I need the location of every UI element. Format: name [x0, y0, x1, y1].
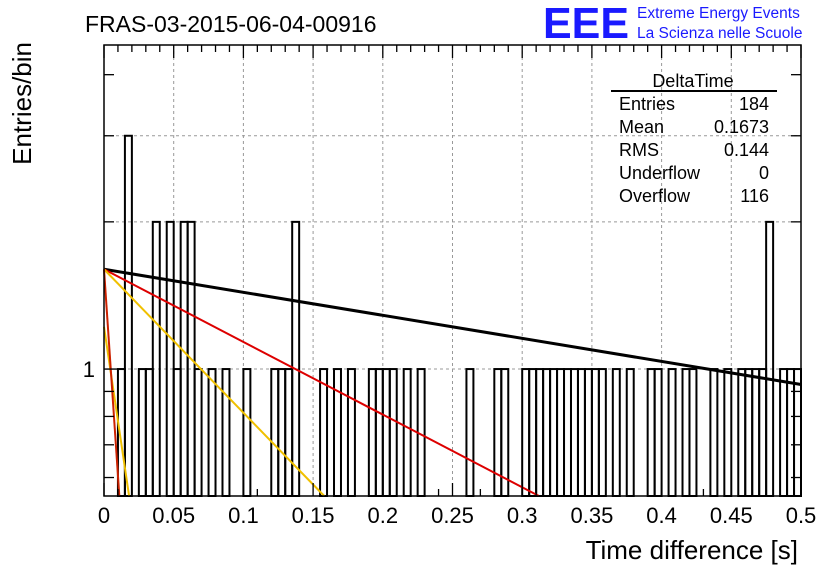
x-tick-label: 0 [98, 503, 110, 528]
histogram-bin [277, 368, 287, 498]
histogram-bin [535, 368, 545, 498]
histogram-bin [646, 368, 656, 498]
histogram-bin [611, 368, 621, 498]
stats-row-label: Mean [619, 117, 664, 137]
histogram-bin [723, 368, 733, 498]
histogram-bin [528, 368, 538, 498]
fit-line [103, 326, 131, 497]
histogram-bin [165, 220, 175, 497]
y-tick-labels: 1 [83, 357, 95, 382]
histogram-bin [388, 368, 398, 498]
eee-logo: EEE [543, 0, 629, 48]
histogram-bin [521, 368, 531, 498]
stats-box: DeltaTime Entries 184 Mean 0.1673 RMS 0.144 Un… [611, 71, 777, 206]
histogram-bin [319, 368, 329, 498]
histogram-bin [765, 220, 775, 497]
y-axis-label: Entries/bin [7, 42, 37, 165]
histogram-bin [123, 134, 133, 497]
histogram-bin [284, 368, 294, 498]
histogram-bin [374, 368, 384, 498]
histogram-bin [144, 368, 154, 498]
histogram-bin [402, 368, 412, 498]
histogram-bin [563, 368, 572, 498]
stats-row-value: 0 [759, 163, 769, 183]
histogram-bin [737, 368, 747, 498]
stats-row-label: Overflow [619, 186, 691, 206]
axis-ticks [103, 45, 802, 496]
y-tick-label: 1 [83, 357, 95, 382]
histogram-bin [151, 220, 161, 497]
fit-line [103, 269, 121, 497]
histogram-bin [681, 368, 691, 498]
x-tick-label: 0.4 [646, 503, 677, 528]
logo-line-2: La Scienza nelle Scuole [637, 25, 802, 42]
stats-row-label: RMS [619, 140, 659, 160]
histogram-bin [221, 368, 231, 498]
x-tick-label: 0.35 [570, 503, 613, 528]
histogram-bin [779, 368, 789, 498]
histogram-bin [576, 368, 586, 498]
x-axis-label: Time difference [s] [586, 535, 798, 565]
fit-line [103, 268, 540, 497]
histogram-bin [172, 368, 182, 498]
fit-line [103, 268, 325, 497]
histogram-bin [367, 368, 377, 498]
histogram-bin [709, 368, 719, 498]
histogram-bin [542, 368, 552, 498]
histogram-bin [381, 368, 391, 498]
stats-title: DeltaTime [652, 71, 733, 91]
histogram-bin [569, 368, 579, 498]
histogram-bin [744, 368, 754, 498]
histogram-bin [291, 220, 301, 497]
stats-row-label: Underflow [619, 163, 701, 183]
x-tick-label: 0.1 [228, 503, 259, 528]
histogram-bin [625, 368, 635, 498]
histogram-bin [758, 368, 768, 498]
histogram-bin [597, 368, 607, 498]
grid-lines [104, 45, 801, 496]
histogram-bin [556, 368, 566, 498]
histogram-bin [333, 368, 342, 498]
histogram-bin [583, 368, 593, 498]
chart-title: FRAS-03-2015-06-04-00916 [85, 11, 377, 37]
histogram-bin [751, 368, 761, 498]
logo-line-1: Extreme Energy Events [637, 5, 800, 22]
stats-row-value: 0.1673 [714, 117, 769, 137]
x-tick-label: 0.45 [710, 503, 753, 528]
histogram-bin [207, 368, 217, 498]
x-tick-labels: 0 0.05 0.1 0.15 0.2 0.25 0.3 0.35 0.4 0.45 0.5 [98, 503, 816, 528]
histogram-bin [653, 368, 663, 498]
x-tick-label: 0.25 [431, 503, 474, 528]
x-tick-label: 0.3 [507, 503, 538, 528]
x-tick-label: 0.2 [368, 503, 399, 528]
histogram-bin [346, 368, 356, 498]
histogram-bin [688, 368, 698, 498]
histogram-bin [465, 368, 475, 498]
histogram-bin [590, 368, 600, 498]
histogram-bin [179, 220, 189, 497]
x-tick-label: 0.05 [152, 503, 195, 528]
x-tick-label: 0.5 [786, 503, 817, 528]
histogram-bin [193, 368, 203, 498]
stats-row-value: 184 [739, 94, 769, 114]
histogram-bin [549, 368, 559, 498]
stats-row-label: Entries [619, 94, 675, 114]
stats-row-value: 116 [740, 186, 769, 206]
stats-row-value: 0.144 [724, 140, 769, 160]
histogram-bin [270, 368, 280, 498]
x-tick-label: 0.15 [292, 503, 335, 528]
histogram-bin [667, 368, 677, 498]
histogram-bin [242, 368, 252, 498]
histogram-bin [137, 368, 147, 498]
fit-line [103, 267, 802, 386]
